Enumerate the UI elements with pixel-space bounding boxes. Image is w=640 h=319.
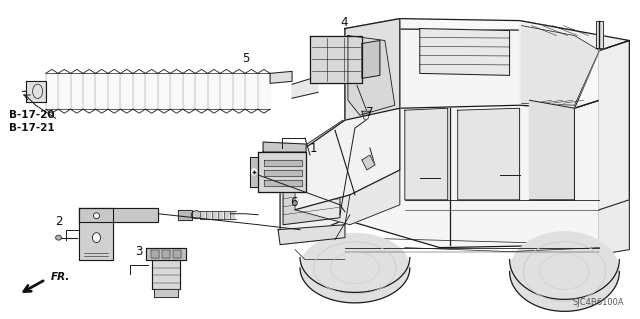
Polygon shape [310, 35, 362, 83]
Polygon shape [596, 21, 604, 48]
Polygon shape [345, 19, 400, 140]
Polygon shape [264, 160, 302, 166]
Polygon shape [529, 100, 575, 200]
Polygon shape [263, 142, 306, 152]
Polygon shape [58, 73, 70, 109]
Polygon shape [26, 80, 45, 102]
Polygon shape [158, 73, 170, 109]
Ellipse shape [252, 169, 257, 175]
Polygon shape [295, 108, 400, 210]
Polygon shape [292, 76, 318, 98]
Polygon shape [183, 73, 195, 109]
Text: 5: 5 [242, 52, 250, 65]
Polygon shape [95, 73, 108, 109]
Polygon shape [108, 73, 120, 109]
Polygon shape [45, 73, 58, 109]
Polygon shape [152, 260, 180, 289]
Polygon shape [147, 248, 186, 260]
Text: 1: 1 [310, 142, 317, 154]
Polygon shape [152, 249, 159, 257]
Polygon shape [362, 155, 375, 170]
Polygon shape [600, 200, 629, 255]
Polygon shape [173, 249, 181, 257]
Text: B-17-21: B-17-21 [9, 123, 54, 133]
Polygon shape [195, 73, 208, 109]
Polygon shape [233, 73, 245, 109]
Polygon shape [245, 73, 258, 109]
Ellipse shape [56, 235, 61, 240]
Polygon shape [145, 73, 158, 109]
Ellipse shape [93, 233, 100, 243]
Ellipse shape [300, 233, 410, 303]
Polygon shape [522, 26, 600, 105]
Text: 3: 3 [136, 245, 143, 258]
Polygon shape [345, 19, 600, 108]
Polygon shape [345, 29, 600, 248]
Polygon shape [70, 73, 83, 109]
Polygon shape [264, 170, 302, 176]
Polygon shape [206, 211, 210, 219]
Polygon shape [230, 211, 234, 219]
Polygon shape [280, 120, 345, 240]
Polygon shape [83, 73, 95, 109]
Ellipse shape [191, 211, 201, 219]
Polygon shape [154, 289, 179, 297]
Text: FR.: FR. [51, 272, 70, 283]
Polygon shape [163, 249, 170, 257]
Polygon shape [79, 208, 113, 260]
Polygon shape [224, 211, 228, 219]
Polygon shape [208, 73, 220, 109]
Polygon shape [200, 211, 204, 219]
Text: B-17-20: B-17-20 [9, 110, 54, 120]
Polygon shape [405, 108, 448, 200]
Polygon shape [179, 210, 192, 220]
Text: 7: 7 [366, 106, 373, 119]
Polygon shape [283, 165, 340, 225]
Ellipse shape [509, 232, 620, 311]
Polygon shape [420, 29, 509, 75]
Polygon shape [600, 41, 629, 210]
Polygon shape [220, 73, 233, 109]
Polygon shape [258, 73, 270, 109]
Polygon shape [218, 211, 222, 219]
Text: 2: 2 [56, 215, 63, 228]
Polygon shape [270, 71, 292, 83]
Ellipse shape [93, 213, 99, 219]
Polygon shape [170, 73, 183, 109]
Polygon shape [348, 35, 395, 115]
Polygon shape [264, 180, 302, 186]
Polygon shape [520, 21, 629, 108]
Polygon shape [133, 73, 145, 109]
Polygon shape [258, 152, 306, 192]
Polygon shape [278, 225, 345, 245]
Polygon shape [120, 73, 133, 109]
Text: 6: 6 [290, 196, 298, 209]
Polygon shape [295, 155, 400, 225]
Text: 4: 4 [340, 16, 348, 29]
Polygon shape [362, 41, 380, 78]
Polygon shape [79, 208, 158, 222]
Polygon shape [250, 157, 258, 187]
Polygon shape [362, 111, 370, 119]
Polygon shape [458, 108, 520, 200]
Polygon shape [280, 120, 345, 162]
Text: SJC4B6100A: SJC4B6100A [573, 298, 625, 307]
Polygon shape [212, 211, 216, 219]
